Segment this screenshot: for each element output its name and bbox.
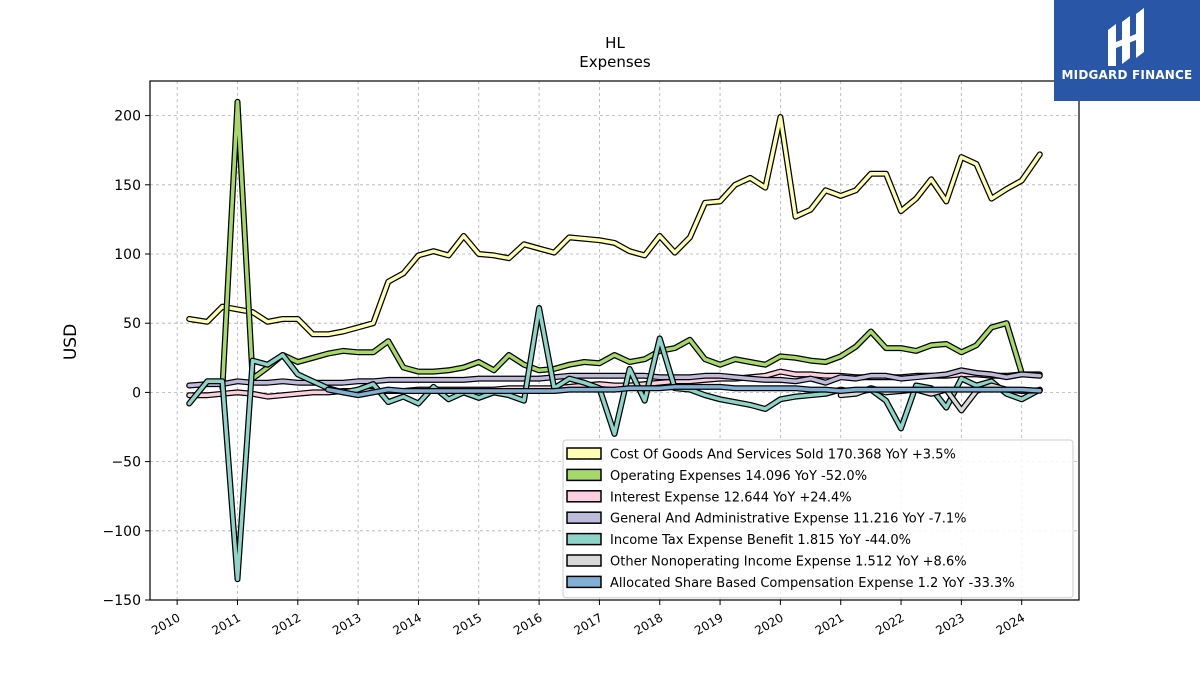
- y-tick-label: 200: [114, 109, 141, 125]
- x-tick-label: 2019: [692, 610, 725, 637]
- y-tick-label: 50: [123, 316, 141, 332]
- y-axis-label: USD: [61, 324, 81, 360]
- x-tick-label: 2011: [210, 610, 243, 637]
- chart-title: HL: [605, 34, 625, 52]
- series-line-2: [220, 100, 1024, 390]
- y-tick-label: 100: [114, 247, 141, 263]
- x-tick-label: 2016: [511, 610, 544, 637]
- legend-entry: General And Administrative Expense 11.21…: [610, 512, 967, 527]
- y-tick-label: −50: [111, 455, 141, 471]
- y-tick-label: −100: [103, 524, 141, 540]
- legend: Cost Of Goods And Services Sold 170.368 …: [562, 439, 1074, 599]
- legend-swatch: [566, 532, 602, 546]
- x-tick-label: 2018: [632, 610, 665, 637]
- legend-entry: Interest Expense 12.644 YoY +24.4%: [610, 490, 852, 505]
- legend-entry: Allocated Share Based Compensation Expen…: [610, 576, 1015, 591]
- brand-logo: MIDGARD FINANCE: [1054, 0, 1200, 101]
- legend-swatch: [566, 575, 602, 589]
- legend-swatch: [566, 511, 602, 524]
- series-line-outline: [186, 114, 1043, 338]
- x-tick-label: 2020: [752, 610, 785, 637]
- legend-entry: Cost Of Goods And Services Sold 170.368 …: [610, 448, 956, 463]
- y-ticks: −150 −100 −50 0 50 100 150 200: [103, 109, 150, 609]
- midgard-logo-icon: [1108, 8, 1144, 66]
- legend-swatch: [566, 554, 602, 567]
- x-tick-label: 2023: [933, 610, 966, 637]
- x-tick-label: 2014: [390, 610, 423, 637]
- brand-name: MIDGARD FINANCE: [1061, 68, 1193, 82]
- y-tick-label: 0: [132, 385, 141, 401]
- x-tick-label: 2022: [873, 610, 906, 637]
- chart-subtitle: Expenses: [579, 53, 651, 71]
- plot-frame: [149, 80, 1080, 601]
- x-tick-label: 2012: [270, 610, 303, 637]
- series-layer: [186, 98, 1043, 583]
- legend-swatch: [566, 447, 602, 460]
- x-ticks: 2010 2011 2012 2013 2014 2015 2016 2017 2018 2019…: [149, 600, 1027, 638]
- legend-box: [562, 439, 1074, 599]
- x-tick-label: 2024: [994, 610, 1027, 637]
- x-tick-label: 2010: [149, 610, 182, 637]
- legend-swatch: [566, 468, 602, 482]
- x-tick-label: 2015: [451, 610, 484, 637]
- x-tick-label: 2013: [330, 610, 363, 637]
- y-tick-label: 150: [114, 178, 141, 194]
- legend-entry: Operating Expenses 14.096 YoY -52.0%: [610, 469, 867, 484]
- series-line-7: [326, 385, 1042, 397]
- x-tick-label: 2017: [571, 610, 604, 637]
- y-tick-label: −150: [103, 593, 141, 609]
- series-line-1: [187, 115, 1042, 337]
- series-line-4: [187, 368, 1042, 388]
- legend-swatch: [566, 490, 602, 503]
- legend-entry: Income Tax Expense Benefit 1.815 YoY -44…: [610, 533, 911, 548]
- x-tick-label: 2021: [813, 610, 846, 637]
- legend-entry: Other Nonoperating Income Expense 1.512 …: [610, 555, 967, 570]
